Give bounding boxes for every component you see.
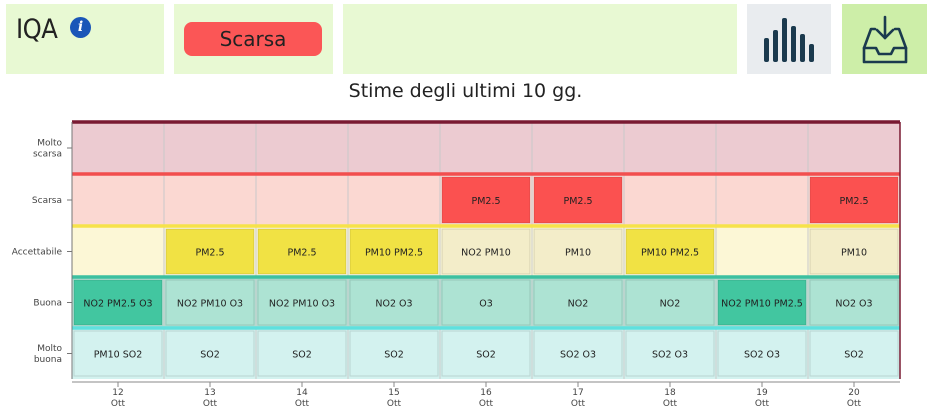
cell-pollutant-label: PM2.5 (839, 196, 868, 207)
heatmap-cell (257, 330, 347, 377)
heatmap-cell (625, 228, 715, 275)
heatmap-cell (441, 279, 531, 326)
cell-pollutant-label: NO2 PM10 O3 (177, 299, 243, 310)
heatmap-cell (165, 228, 255, 275)
chart-subtitle: Stime degli ultimi 10 gg. (348, 80, 583, 102)
heatmap-cell (625, 330, 715, 377)
heatmap-cell (257, 279, 347, 326)
y-tick-label: Molto (37, 344, 62, 354)
cell-pollutant-label: NO2 PM10 (461, 248, 511, 259)
cell-pollutant-label: SO2 O3 (744, 350, 780, 361)
cell-pollutant-label: PM2.5 (563, 196, 592, 207)
cell-pollutant-label: PM10 SO2 (94, 350, 143, 361)
iqa-title: IQA (16, 14, 58, 45)
cell-pollutant-label: SO2 (384, 350, 404, 361)
x-tick-label-day: 16 (480, 388, 492, 398)
x-tick-label-month: Ott (111, 399, 126, 409)
status-panel: Scarsa (174, 4, 333, 74)
cell-pollutant-label: NO2 O3 (375, 299, 412, 310)
cell-pollutant-label: NO2 (660, 299, 681, 310)
x-tick-label-month: Ott (571, 399, 586, 409)
bar-chart-icon (764, 18, 814, 62)
cell-pollutant-label: NO2 PM2.5 O3 (83, 299, 152, 310)
cell-pollutant-label: SO2 (200, 350, 220, 361)
cell-pollutant-label: PM10 (565, 248, 591, 259)
download-tray-icon (862, 15, 908, 64)
heatmap-cell (73, 279, 163, 326)
cell-pollutant-label: O3 (479, 299, 493, 310)
y-tick-label: scarsa (33, 150, 62, 160)
x-tick-label-day: 18 (664, 388, 676, 398)
x-tick-label-month: Ott (847, 399, 862, 409)
x-tick-label-day: 12 (112, 388, 123, 398)
heatmap-cell (533, 228, 623, 275)
heatmap-cell (441, 228, 531, 275)
heatmap-cell (165, 279, 255, 326)
x-tick-label-day: 14 (296, 388, 308, 398)
cell-pollutant-label: SO2 (476, 350, 496, 361)
heatmap-cell (73, 330, 163, 377)
cell-pollutant-label: SO2 (292, 350, 312, 361)
cell-pollutant-label: NO2 PM10 PM2.5 (721, 299, 803, 310)
heatmap-cell (441, 176, 531, 224)
heatmap-cell (165, 330, 255, 377)
heatmap-cell (717, 279, 807, 326)
x-tick-label-day: 17 (572, 388, 583, 398)
heatmap-cell (349, 330, 439, 377)
heatmap-cell (257, 228, 347, 275)
x-tick-label-day: 15 (388, 388, 399, 398)
heatmap-cell (533, 176, 623, 224)
y-tick-label: Accettabile (12, 248, 63, 258)
y-tick-label: Molto (37, 139, 62, 149)
heatmap-cell (625, 279, 715, 326)
heatmap-cell (349, 228, 439, 275)
cell-pollutant-label: SO2 O3 (560, 350, 596, 361)
info-icon[interactable]: i (70, 17, 91, 38)
x-tick-label-day: 20 (848, 388, 860, 398)
heatmap-cell (441, 330, 531, 377)
cell-pollutant-label: PM10 PM2.5 (365, 248, 423, 259)
x-tick-label-month: Ott (479, 399, 494, 409)
x-tick-label-day: 19 (756, 388, 768, 398)
x-tick-label-month: Ott (387, 399, 402, 409)
heatmap-cell (349, 279, 439, 326)
cell-pollutant-label: NO2 PM10 O3 (269, 299, 335, 310)
heatmap-cell (809, 228, 899, 275)
cell-pollutant-label: SO2 O3 (652, 350, 688, 361)
cell-pollutant-label: NO2 O3 (835, 299, 872, 310)
heatmap-cell (809, 330, 899, 377)
heatmap-cell (717, 330, 807, 377)
status-badge: Scarsa (184, 22, 322, 56)
x-tick-label-day: 13 (204, 388, 215, 398)
x-tick-label-month: Ott (295, 399, 310, 409)
chart-button[interactable] (747, 4, 831, 74)
heatmap-cell (809, 279, 899, 326)
cell-pollutant-label: PM10 (841, 248, 867, 259)
band-background (72, 122, 900, 174)
cell-pollutant-label: NO2 (568, 299, 589, 310)
x-tick-label-month: Ott (755, 399, 770, 409)
y-tick-label: buona (34, 355, 62, 365)
cell-pollutant-label: SO2 (844, 350, 864, 361)
cell-pollutant-label: PM2.5 (195, 248, 224, 259)
iqa-panel: IQA i (6, 4, 164, 74)
cell-pollutant-label: PM2.5 (471, 196, 500, 207)
heatmap-cell (533, 330, 623, 377)
heatmap-cell (533, 279, 623, 326)
empty-panel (343, 4, 737, 74)
cell-pollutant-label: PM2.5 (287, 248, 316, 259)
heatmap-cell (809, 176, 899, 224)
y-tick-label: Scarsa (32, 196, 62, 206)
cell-pollutant-label: PM10 PM2.5 (641, 248, 699, 259)
download-button[interactable] (842, 4, 927, 74)
x-tick-label-month: Ott (203, 399, 218, 409)
y-tick-label: Buona (33, 299, 62, 309)
x-tick-label-month: Ott (663, 399, 678, 409)
